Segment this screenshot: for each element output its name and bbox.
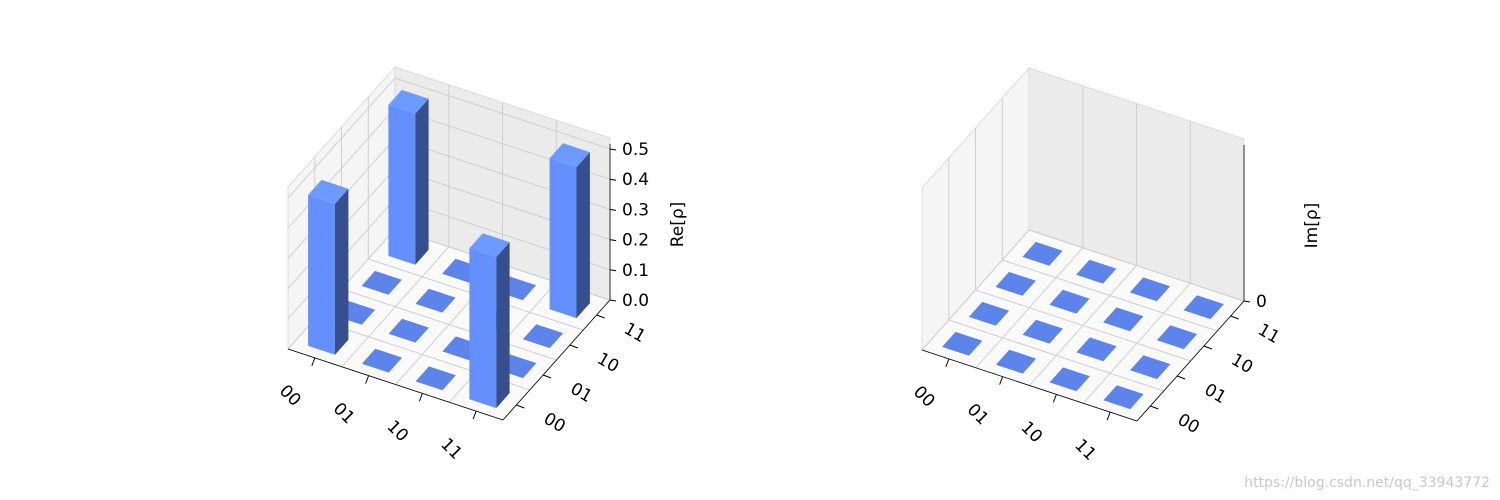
- x-axis: [287, 348, 504, 421]
- bar-front: [469, 248, 497, 409]
- grid-line: [921, 229, 1245, 351]
- z-tick-label: 0.3: [622, 200, 649, 220]
- bar-top: [469, 233, 510, 258]
- bar-top: [1103, 307, 1144, 332]
- bar-top: [968, 301, 1010, 326]
- z-tick: [609, 178, 617, 181]
- bar-top: [995, 349, 1037, 374]
- y-tick: [1203, 345, 1213, 350]
- x-tick: [365, 375, 370, 384]
- x-tick: [472, 410, 477, 420]
- x-tick: [999, 376, 1004, 385]
- y-tick: [1230, 315, 1239, 320]
- bar-front: [388, 104, 416, 265]
- bar-top: [1049, 289, 1090, 314]
- bar-top: [415, 366, 456, 391]
- y-axis: [502, 299, 611, 421]
- z-tick: [1243, 300, 1251, 303]
- z-tick-label: 0.5: [622, 140, 649, 160]
- bar-top: [308, 179, 349, 204]
- bar-top: [361, 348, 403, 373]
- bar-side: [335, 188, 349, 355]
- bar-top: [388, 89, 429, 114]
- z-tick-label: 0: [1256, 292, 1267, 312]
- z-tick-label: 0.1: [622, 261, 649, 281]
- z-tick: [609, 148, 617, 151]
- bar-top: [1130, 355, 1171, 380]
- bar-top: [388, 318, 429, 343]
- x-tick: [311, 357, 316, 367]
- bar-top: [942, 331, 983, 356]
- bar-top: [995, 271, 1036, 296]
- bar-top: [361, 270, 402, 295]
- bar-front: [549, 158, 577, 319]
- bar-side: [576, 152, 590, 319]
- bar-side: [496, 242, 510, 409]
- z-tick-label: 0.0: [622, 291, 649, 311]
- z-tick: [609, 269, 617, 272]
- x-axis: [921, 349, 1138, 422]
- bar-side: [415, 98, 429, 265]
- x-tick: [945, 358, 950, 368]
- grid-line: [287, 77, 611, 199]
- z-tick-label: 0.4: [622, 170, 649, 190]
- y-tick: [516, 404, 525, 409]
- z-tick: [609, 239, 617, 242]
- bar-top: [1103, 385, 1144, 410]
- y-tick: [1150, 405, 1159, 410]
- y-tick: [596, 314, 605, 319]
- bar-top: [549, 143, 590, 168]
- y-tick: [1176, 375, 1186, 380]
- z-axis-label: Re[ρ]: [668, 202, 688, 248]
- x-tick: [1106, 411, 1111, 421]
- bar-top: [1022, 319, 1063, 344]
- bar-top: [1076, 337, 1117, 362]
- x-tick: [418, 393, 423, 402]
- y-tick: [542, 374, 552, 379]
- z-tick: [609, 299, 617, 302]
- x-tick: [1052, 394, 1057, 403]
- bar-top: [1049, 367, 1090, 392]
- z-tick: [609, 208, 617, 211]
- z-axis-label: Im[ρ]: [1302, 203, 1322, 249]
- bar-top: [1183, 295, 1224, 320]
- bar-top: [1076, 259, 1117, 284]
- bar-top: [1156, 325, 1198, 350]
- bar-top: [522, 324, 564, 349]
- bar-front: [308, 194, 335, 355]
- y-tick: [569, 344, 579, 349]
- bar-top: [1129, 277, 1171, 302]
- y-axis: [1136, 300, 1245, 422]
- watermark: https://blog.csdn.net/qq_33943772: [1244, 475, 1490, 491]
- bar-top: [415, 288, 456, 313]
- bar-top: [1022, 241, 1063, 266]
- z-tick-label: 0.2: [622, 231, 649, 251]
